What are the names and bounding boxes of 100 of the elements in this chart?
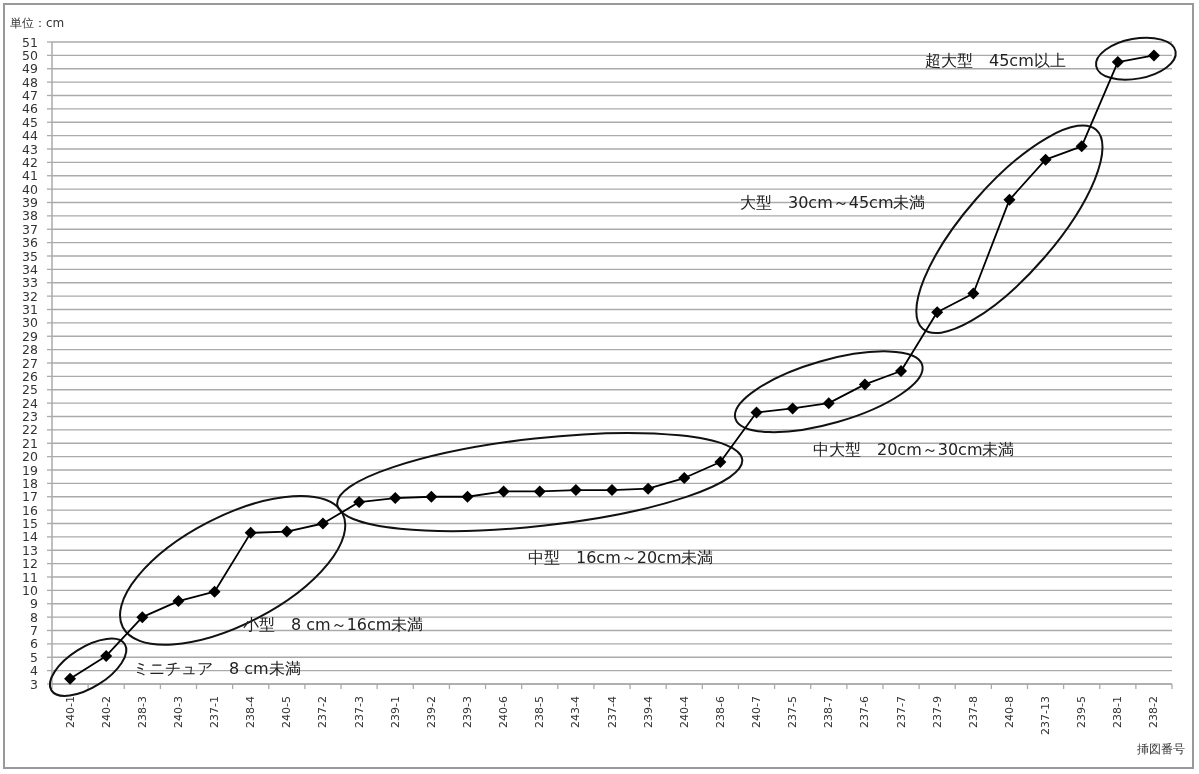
y-tick-label: 14	[22, 529, 39, 545]
y-tick-label: 20	[22, 449, 39, 465]
y-tick-label: 19	[22, 462, 39, 478]
y-tick-label: 46	[22, 101, 39, 117]
point	[461, 490, 474, 503]
x-tick-label: 239-1	[388, 696, 402, 728]
y-tick-label: 30	[22, 315, 39, 331]
x-tick-label: 240-1	[63, 696, 77, 728]
x-tick-label: 238-2	[1147, 696, 1161, 728]
y-tick-label: 6	[30, 636, 39, 652]
point	[606, 484, 618, 497]
point	[1075, 140, 1088, 153]
point	[425, 490, 438, 503]
point	[1111, 56, 1124, 69]
x-tick-label: 243-4	[569, 696, 583, 728]
x-tick-label: 237-9	[930, 696, 944, 728]
y-tick-label: 5	[30, 649, 38, 665]
y-tick-label: 21	[22, 435, 38, 451]
point	[967, 287, 980, 300]
point	[497, 485, 510, 498]
y-tick-label: 51	[22, 34, 38, 50]
x-tick-label: 238-6	[713, 696, 727, 728]
x-tick-label: 240-5	[280, 696, 294, 728]
x-tick-label: 237-5	[786, 696, 800, 728]
y-tick-label: 3	[30, 676, 38, 692]
y-tick-label: 26	[22, 368, 39, 384]
point	[389, 492, 402, 505]
point	[678, 472, 691, 485]
y-tick-label: 4	[30, 663, 39, 679]
x-tick-label: 238-5	[533, 696, 547, 728]
annotation: ミニチュア 8 cm未満	[133, 658, 301, 678]
y-tick-label: 23	[22, 409, 38, 424]
y-tick-label: 39	[22, 195, 39, 210]
y-tick-label: 9	[30, 596, 39, 612]
point	[750, 406, 763, 419]
point	[172, 595, 185, 608]
annotation: 超大型 45cm以上	[925, 50, 1066, 70]
annotation: 中型 16cm～20cm未満	[528, 547, 714, 567]
x-axis-title: 挿図番号	[1137, 742, 1185, 756]
point	[895, 365, 908, 378]
y-tick-label: 48	[22, 74, 39, 90]
y-tick-label: 7	[30, 623, 38, 638]
x-tick-label: 240-2	[99, 696, 113, 728]
y-tick-label: 8	[30, 609, 39, 625]
x-tick-label: 239-5	[1075, 696, 1089, 728]
y-tick-label: 49	[22, 61, 39, 77]
point	[353, 496, 366, 509]
y-tick-label: 47	[22, 88, 38, 103]
x-tick-label: 240-3	[171, 696, 185, 728]
y-tick-label: 43	[22, 141, 38, 157]
y-tick-label: 10	[22, 582, 39, 598]
x-tick-label: 240-4	[677, 696, 691, 728]
y-axis-title: 単位：cm	[10, 16, 65, 30]
x-tick-label: 239-3	[460, 696, 474, 728]
point	[280, 525, 293, 538]
x-tick-label: 240-6	[497, 696, 511, 728]
y-tick-label: 29	[22, 328, 39, 344]
y-tick-label: 27	[22, 355, 38, 371]
point	[244, 526, 257, 539]
point	[714, 455, 727, 468]
y-tick-label: 44	[22, 128, 39, 144]
y-tick-label: 11	[22, 569, 38, 585]
x-tick-label: 237-6	[858, 696, 872, 728]
y-tick-label: 45	[22, 114, 38, 130]
y-tick-label: 42	[22, 154, 38, 170]
x-tick-label: 237-1	[208, 696, 222, 728]
point	[931, 306, 944, 319]
x-tick-label: 237-7	[894, 696, 908, 728]
point	[786, 402, 799, 415]
y-tick-label: 12	[22, 556, 38, 572]
y-tick-label: 13	[22, 542, 38, 558]
y-tick-label: 24	[22, 395, 39, 411]
x-tick-label: 237-8	[966, 696, 980, 728]
x-tick-label: 238-1	[1111, 696, 1125, 728]
x-tick-label: 237-13	[1039, 696, 1053, 735]
x-tick-label: 240-7	[750, 696, 764, 728]
point	[533, 485, 546, 498]
point	[642, 482, 655, 495]
point	[208, 585, 221, 598]
point	[316, 517, 329, 530]
y-tick-label: 18	[22, 475, 39, 491]
point	[1003, 193, 1016, 206]
x-tick-label: 238-3	[135, 696, 149, 728]
y-tick-label: 28	[22, 342, 39, 358]
y-tick-label: 32	[22, 288, 38, 304]
point	[100, 649, 113, 662]
y-tick-label: 35	[22, 248, 38, 264]
annotation: 中大型 20cm～30cm未満	[813, 439, 1015, 459]
x-tick-label: 238-7	[822, 696, 836, 728]
point	[569, 484, 582, 497]
point	[858, 378, 871, 391]
point	[64, 672, 77, 685]
y-tick-label: 38	[22, 208, 39, 224]
x-tick-label: 237-3	[352, 696, 366, 728]
point	[1039, 153, 1052, 166]
point	[136, 611, 149, 624]
x-tick-label: 237-4	[605, 696, 619, 728]
x-tick-label: 237-2	[316, 696, 330, 728]
x-tick-label: 240-8	[1002, 696, 1016, 728]
y-tick-label: 33	[22, 275, 38, 291]
